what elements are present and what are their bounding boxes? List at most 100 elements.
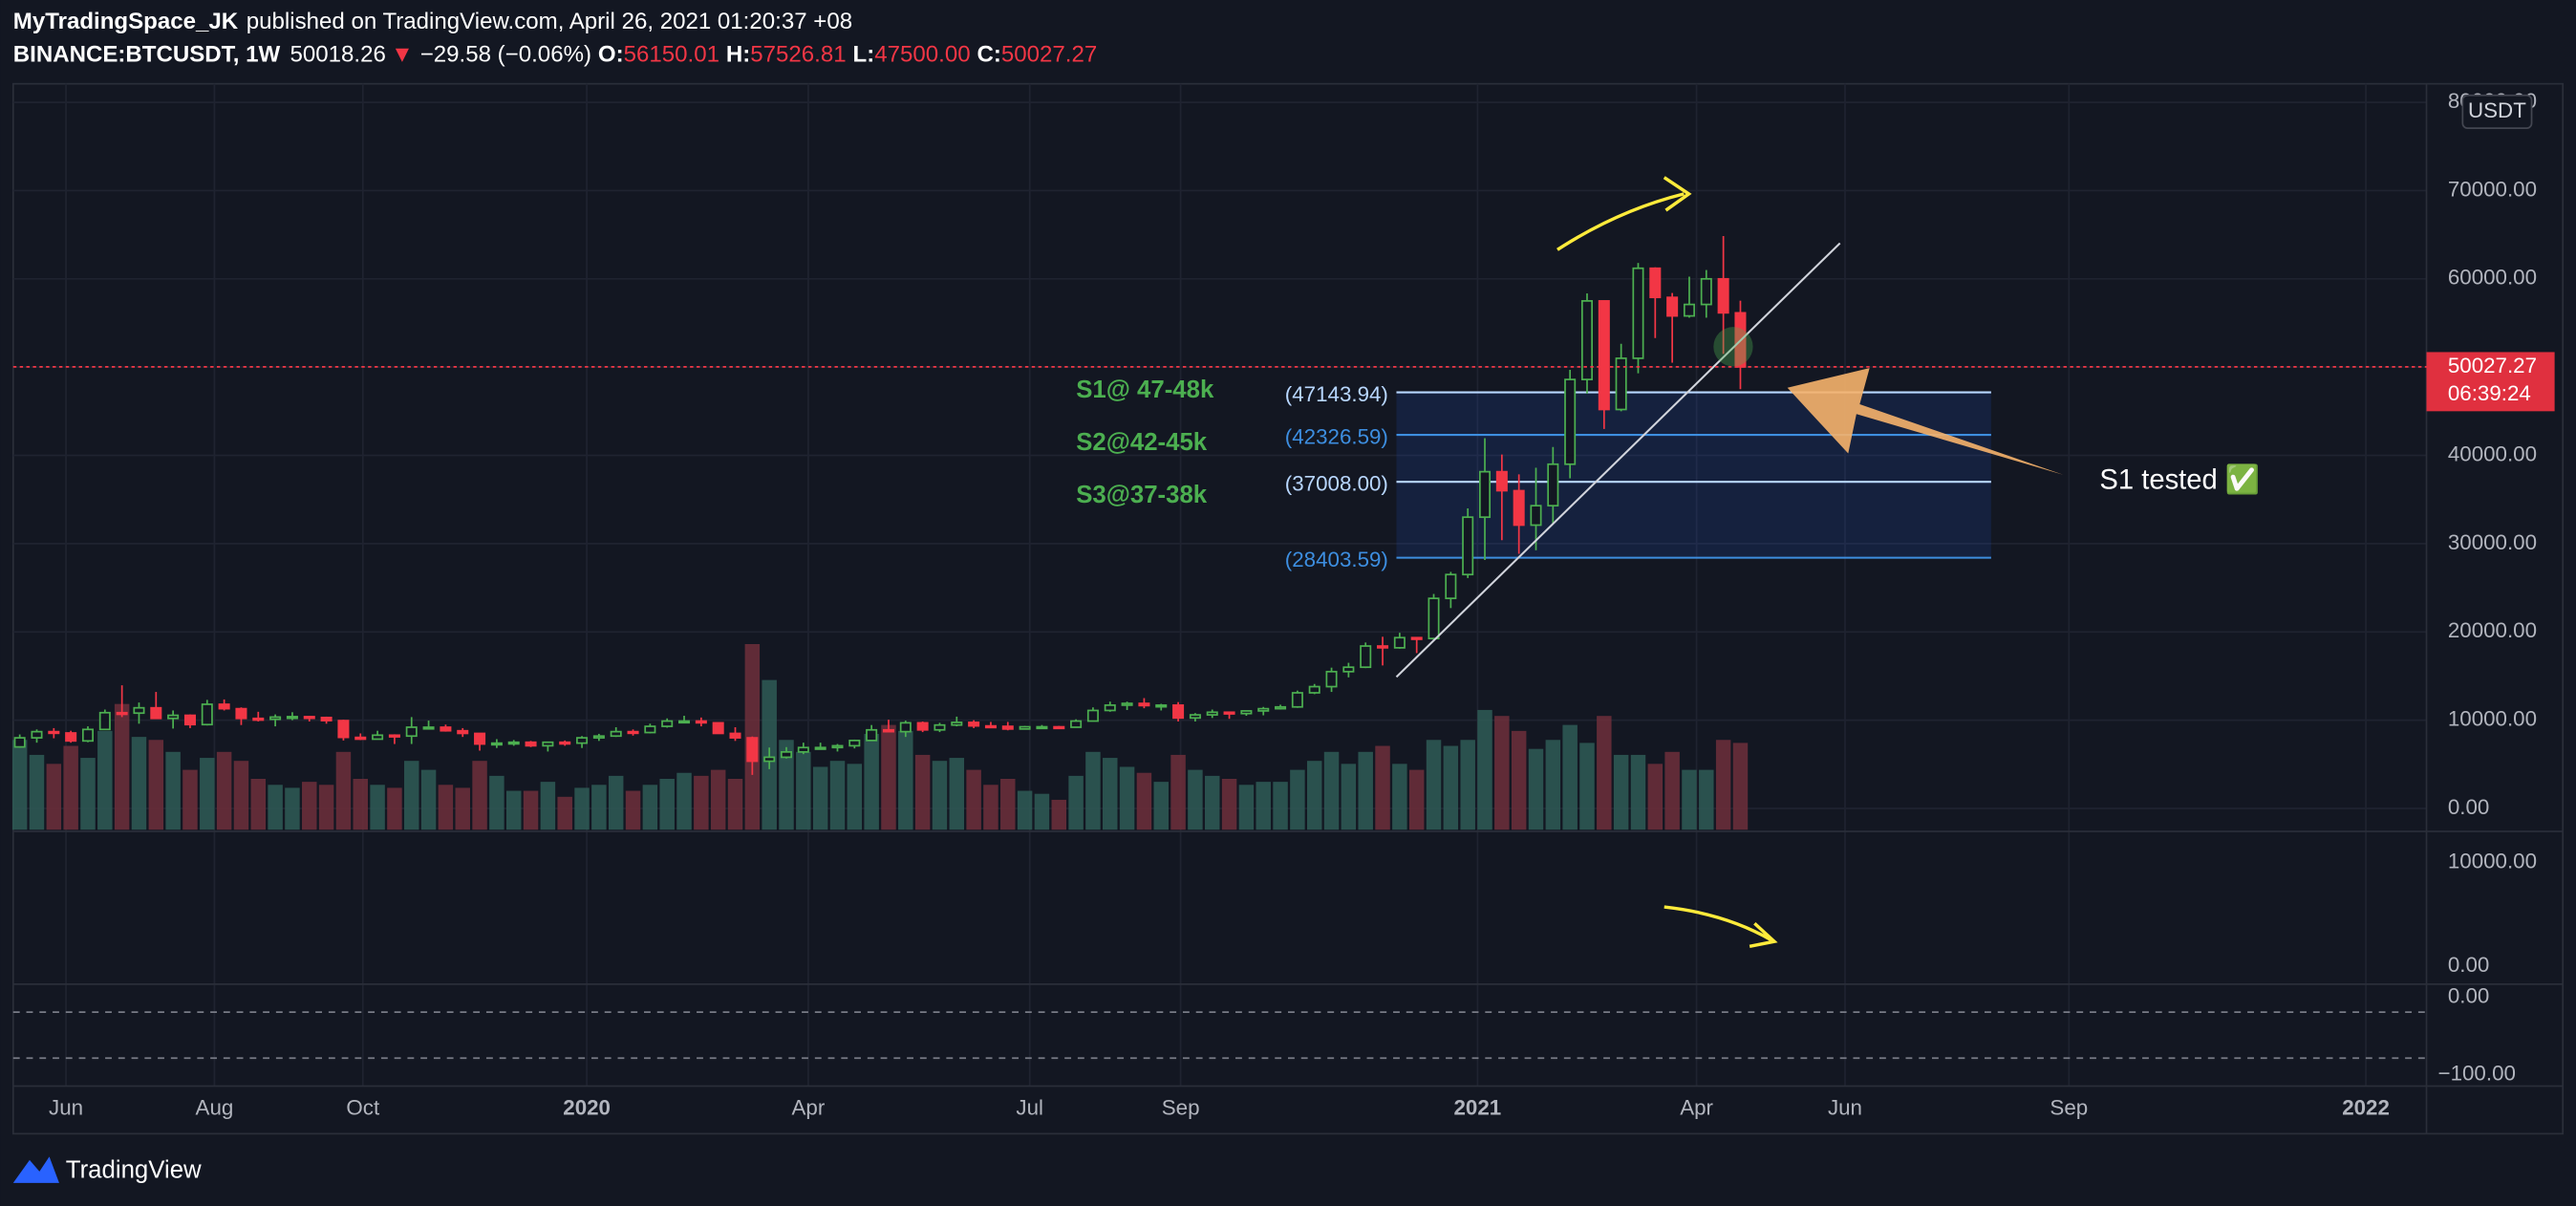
ohlc-label: L: (853, 42, 875, 68)
volume-bar (182, 769, 198, 830)
candle-body (201, 703, 213, 726)
candle-body (490, 742, 503, 746)
candle-body (1649, 267, 1662, 299)
x-tick-label: Apr (1680, 1095, 1713, 1119)
change-arrow: ▼ (391, 42, 414, 68)
candle-body (831, 744, 844, 749)
volume-bar (557, 796, 572, 830)
candle-body (968, 721, 980, 727)
volume-bar (608, 775, 624, 830)
yellow-arrow (1664, 905, 1772, 941)
volume-bar (796, 751, 811, 830)
candle-body (1308, 685, 1320, 694)
candle-body (1275, 705, 1287, 710)
volume-bar (268, 785, 283, 830)
ohlc-label: C: (977, 42, 1000, 68)
candle-body (1291, 692, 1303, 708)
volume-bar (165, 751, 181, 830)
candle-body (354, 736, 367, 741)
volume-bar (1085, 751, 1101, 830)
volume-bar (1205, 775, 1220, 830)
candle-body (1036, 725, 1048, 730)
volume-bar (318, 785, 334, 830)
volume-bar (881, 724, 896, 830)
candle-body (474, 732, 486, 745)
volume-bar (1103, 758, 1118, 830)
volume-bar (659, 778, 675, 830)
rsi-tick-label: −100.00 (2438, 1061, 2516, 1085)
volume-bar (420, 769, 437, 830)
volume-bar (29, 754, 45, 830)
ohlc-label: H: (726, 42, 750, 68)
candle-body (661, 720, 674, 727)
candle-body (1360, 645, 1372, 669)
level-label: (42326.59) (1285, 424, 1388, 448)
volume-bar (1358, 751, 1373, 830)
x-tick-label: Sep (2050, 1095, 2088, 1119)
volume-bar (250, 778, 267, 830)
volume-bar (710, 769, 726, 830)
candle-body (1189, 714, 1201, 720)
candle-body (866, 728, 878, 742)
countdown: 06:39:24 (2448, 381, 2531, 405)
arrow-head (1663, 176, 1692, 212)
candle-body (507, 741, 520, 745)
volume-bar (1375, 745, 1390, 830)
volume-bar (727, 778, 743, 830)
candle-body (1530, 505, 1542, 527)
candle-body (1462, 516, 1474, 576)
candle-body (1393, 636, 1406, 649)
candle-body (797, 746, 809, 753)
volume-bar (1511, 730, 1527, 830)
volume-bar (353, 778, 368, 830)
candle-body (1155, 704, 1168, 708)
candle-body (1086, 709, 1099, 722)
volume-bar (966, 769, 981, 830)
volume-bar (148, 740, 164, 830)
volume-bar (914, 754, 931, 830)
volume-bar (1528, 748, 1544, 830)
candle-body (422, 726, 435, 730)
volume-bar (233, 761, 249, 830)
level-zone (1396, 435, 1991, 483)
yellow-arrow (1556, 192, 1685, 251)
volume-bar (779, 740, 794, 830)
candle-body (678, 720, 691, 724)
candle-body (320, 716, 333, 721)
price-label: 50027.27 (2448, 354, 2537, 377)
candle-body (1172, 704, 1185, 720)
volume-bar (1323, 751, 1340, 830)
candle-body (695, 720, 707, 724)
volume-bar (1068, 775, 1084, 830)
candle-body (167, 714, 180, 720)
candle-body (1615, 357, 1627, 411)
volume (11, 643, 1749, 830)
candle-body (1019, 725, 1031, 730)
candle-body (1598, 300, 1610, 411)
annotation: S2@42-45k (1076, 429, 1208, 456)
volume-bar (642, 785, 658, 830)
x-tick-label: Sep (1162, 1095, 1200, 1119)
volume-bar (200, 758, 215, 830)
volume-bar (302, 782, 317, 830)
candle-body (916, 721, 929, 731)
volume-bar (285, 787, 300, 830)
volume-bar (1341, 764, 1357, 830)
level-label: (47143.94) (1285, 382, 1388, 406)
candle-body (48, 730, 60, 735)
volume-bar (591, 785, 607, 830)
ohlc-label: O: (598, 42, 624, 68)
x-tick-label: 2021 (1454, 1095, 1502, 1119)
candle-body (1547, 463, 1559, 507)
candle-body (183, 714, 196, 726)
candle-body (440, 726, 452, 732)
volume-bar (540, 782, 556, 830)
volume-bar (676, 772, 692, 830)
volume-bar (1477, 709, 1492, 830)
drawings (1395, 176, 2064, 949)
candle-body (1632, 267, 1644, 359)
ohlc-value: 56150.01 (624, 42, 719, 68)
volume-bar (1562, 724, 1578, 830)
chart-frame (11, 82, 2565, 1135)
